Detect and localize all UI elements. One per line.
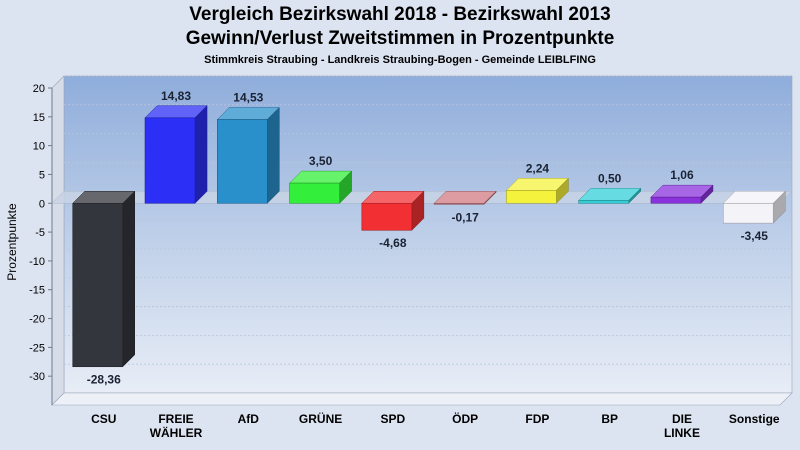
value-label: -0,17 <box>451 210 479 224</box>
value-label: -28,36 <box>87 373 121 387</box>
category-label: CSU <box>91 412 116 426</box>
y-tick-label: 20 <box>33 83 45 95</box>
category-label: DIE <box>672 412 692 426</box>
bar-bp <box>578 187 642 204</box>
bar-sonstige <box>722 190 786 224</box>
plot-floor <box>51 392 793 406</box>
y-tick-label: -10 <box>29 256 45 268</box>
bar-fdp <box>505 177 570 204</box>
plot-side-wall <box>51 75 65 406</box>
value-label: 3,50 <box>309 154 333 168</box>
category-label: Sonstige <box>729 412 780 426</box>
bar-spd <box>361 190 425 231</box>
bar-die-linke <box>650 184 714 204</box>
y-tick-label: -15 <box>29 285 45 297</box>
category-label: WÄHLER <box>150 425 203 440</box>
value-label: 14,83 <box>161 89 191 103</box>
y-tick-label: -20 <box>29 314 45 326</box>
chart-title-2: Gewinn/Verlust Zweitstimmen in Prozentpu… <box>185 28 615 49</box>
y-tick-label: -25 <box>29 342 45 354</box>
bar-afd <box>216 106 280 204</box>
bar-freie-wähler <box>144 105 208 204</box>
chart-title: Vergleich Bezirkswahl 2018 - Bezirkswahl… <box>189 4 611 25</box>
category-label: LINKE <box>664 426 700 440</box>
category-label: BP <box>601 412 618 426</box>
category-label: SPD <box>381 412 406 426</box>
category-label: FREIE <box>158 412 193 426</box>
y-tick-label: -5 <box>35 227 45 239</box>
category-label: AfD <box>238 412 260 426</box>
category-label: GRÜNE <box>299 411 342 426</box>
category-label: ÖDP <box>452 411 478 426</box>
value-label: 0,50 <box>598 171 622 185</box>
chart-subtitle: Stimmkreis Straubing - Landkreis Straubi… <box>204 54 596 66</box>
category-label: FDP <box>525 412 549 426</box>
value-label: 14,53 <box>233 91 263 105</box>
bar-ödp <box>433 190 497 205</box>
value-label: 1,06 <box>670 168 694 182</box>
y-axis-label: Prozentpunkte <box>5 203 19 281</box>
value-label: -3,45 <box>741 229 769 243</box>
y-tick-label: -30 <box>29 371 45 383</box>
y-tick-label: 10 <box>33 141 45 153</box>
value-label: 2,24 <box>526 161 550 175</box>
bar-grüne <box>288 170 353 204</box>
bar-csu <box>72 190 136 368</box>
y-tick-label: 0 <box>39 198 45 210</box>
value-label: -4,68 <box>379 236 407 250</box>
y-tick-label: 15 <box>33 112 45 124</box>
y-tick-label: 5 <box>39 169 45 181</box>
